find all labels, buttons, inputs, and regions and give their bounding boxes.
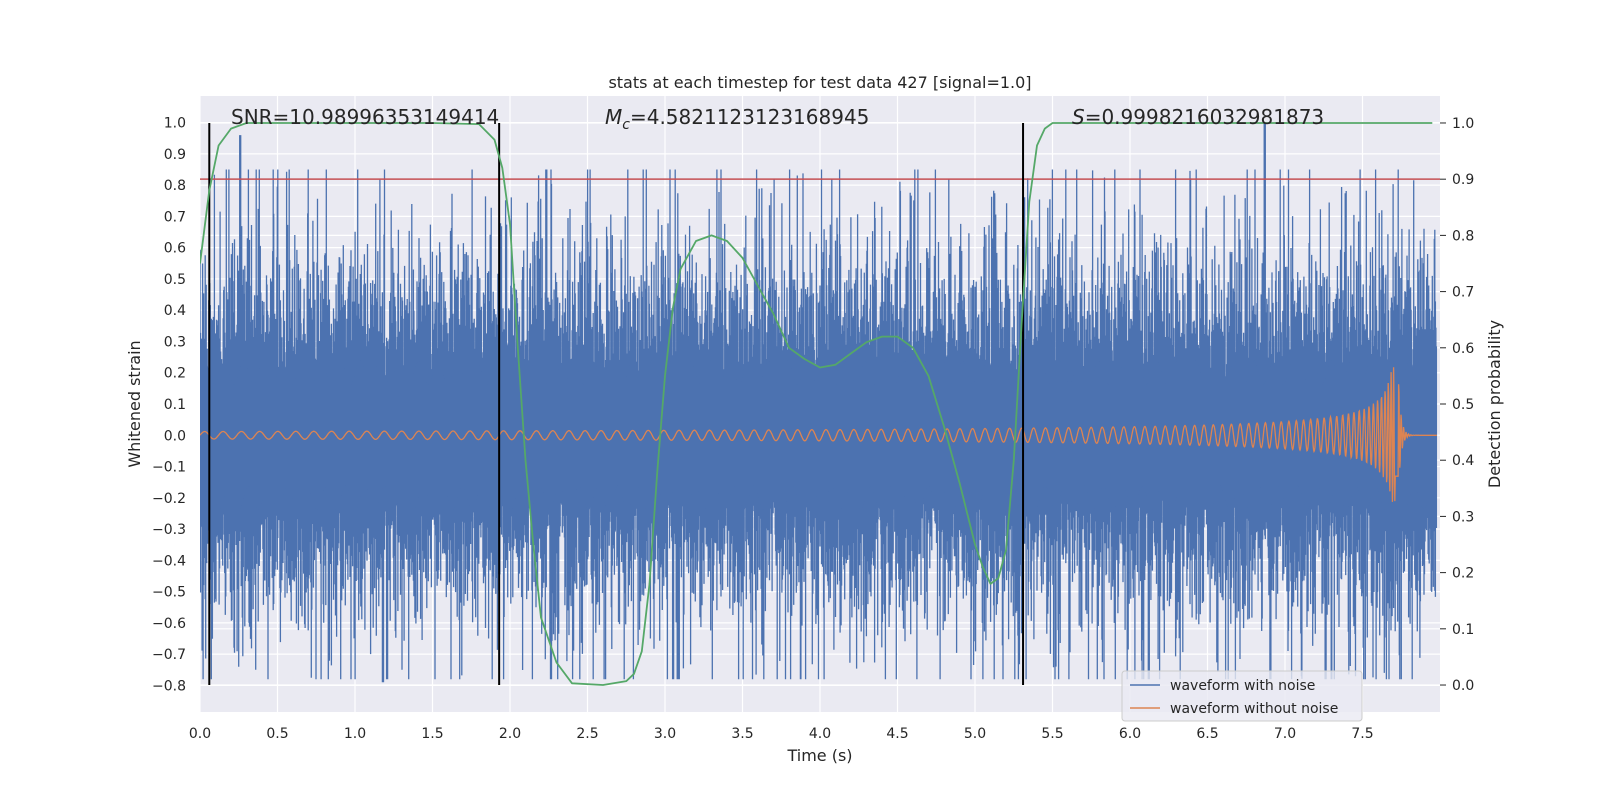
y-tick-label: −0.8 <box>152 678 186 694</box>
y2-tick-label: 0.5 <box>1452 397 1474 413</box>
x-tick-label: 7.0 <box>1274 726 1296 742</box>
x-tick-label: 4.5 <box>886 726 908 742</box>
x-tick-label: 0.0 <box>189 726 211 742</box>
x-axis-ticks: 0.0 0.5 1.0 1.5 2.0 2.5 3.0 3.5 4.0 4.5 5.0 5.5 6.0 6… <box>189 726 1374 742</box>
x-tick-label: 7.5 <box>1351 726 1373 742</box>
s-value: =0.9998216032981873 <box>1085 105 1324 129</box>
y2-tick-label: 0.4 <box>1452 453 1474 469</box>
y2-tick-label: 0.7 <box>1452 285 1474 301</box>
y-tick-label: 0.9 <box>164 147 186 163</box>
y2-tick-label: 0.6 <box>1452 341 1474 357</box>
x-tick-label: 3.0 <box>654 726 676 742</box>
chart-title: stats at each timestep for test data 427… <box>608 73 1031 92</box>
s-symbol: S <box>1072 105 1085 129</box>
y-tick-label: 0.2 <box>164 366 186 382</box>
x-tick-label: 1.5 <box>421 726 443 742</box>
y2-tick-label: 0.2 <box>1452 566 1474 582</box>
y2-axis-label: Detection probability <box>1485 320 1504 488</box>
x-tick-label: 6.0 <box>1119 726 1141 742</box>
y-tick-label: 0.1 <box>164 397 186 413</box>
snr-annotation: SNR=10.98996353149414 <box>231 105 499 129</box>
y-tick-label: 0.6 <box>164 241 186 257</box>
y-axis-ticks: −0.8 −0.7 −0.6 −0.5 −0.4 −0.3 −0.2 −0.1 0.0 0.1 0.… <box>152 116 186 695</box>
y2-tick-label: 0.9 <box>1452 172 1474 188</box>
y-tick-label: 0.7 <box>164 209 186 225</box>
x-tick-label: 6.5 <box>1196 726 1218 742</box>
x-tick-label: 0.5 <box>266 726 288 742</box>
x-tick-label: 3.5 <box>731 726 753 742</box>
y-tick-label: −0.1 <box>152 460 186 476</box>
y-tick-label: 0.8 <box>164 178 186 194</box>
y2-tick-label: 0.0 <box>1452 678 1474 694</box>
y-tick-label: 0.3 <box>164 334 186 350</box>
x-tick-label: 4.0 <box>809 726 831 742</box>
y-axis-label: Whitened strain <box>125 340 144 467</box>
y-tick-label: −0.2 <box>152 491 186 507</box>
s-annotation: S=0.9998216032981873 <box>1072 105 1324 129</box>
mc-subscript: c <box>622 117 630 133</box>
mc-annotation: Mc=4.5821123123168945 <box>605 105 869 133</box>
x-tick-label: 5.5 <box>1041 726 1063 742</box>
x-tick-label: 2.5 <box>576 726 598 742</box>
x-tick-label: 2.0 <box>499 726 521 742</box>
x-tick-label: 1.0 <box>344 726 366 742</box>
legend: waveform with noise waveform without noi… <box>1121 670 1363 722</box>
vertical-lines <box>208 122 1025 686</box>
mc-symbol: M <box>605 105 622 129</box>
y2-tick-label: 0.8 <box>1452 228 1474 244</box>
mc-value: =4.5821123123168945 <box>630 105 869 129</box>
y-tick-label: 0.0 <box>164 428 186 444</box>
series-waveform-without-noise <box>200 367 1437 502</box>
y2-axis-ticks: 0.0 0.1 0.2 0.3 0.4 0.5 0.6 0.7 0.8 0.9 1.0 <box>1440 116 1474 694</box>
series-detection-probability <box>200 122 1433 686</box>
probability-line <box>200 122 1433 686</box>
y2-tick-label: 0.1 <box>1452 622 1474 638</box>
clean-waveform-line <box>200 367 1437 502</box>
y-tick-label: −0.4 <box>152 553 186 569</box>
y-tick-label: −0.3 <box>152 522 186 538</box>
legend-label-clean: waveform without noise <box>1170 701 1338 717</box>
y2-tick-label: 1.0 <box>1452 116 1474 132</box>
x-axis-label: Time (s) <box>786 746 852 765</box>
y-tick-label: −0.5 <box>152 585 186 601</box>
y2-tick-label: 0.3 <box>1452 509 1474 525</box>
x-tick-label: 5.0 <box>964 726 986 742</box>
legend-label-noisy: waveform with noise <box>1170 678 1315 694</box>
y-tick-label: −0.7 <box>152 647 186 663</box>
legend-box <box>1121 670 1363 722</box>
y-tick-label: −0.6 <box>152 616 186 632</box>
noisy-waveform-core <box>200 360 1437 511</box>
y-tick-label: 0.4 <box>164 303 186 319</box>
y-tick-label: 1.0 <box>164 116 186 132</box>
y-tick-label: 0.5 <box>164 272 186 288</box>
